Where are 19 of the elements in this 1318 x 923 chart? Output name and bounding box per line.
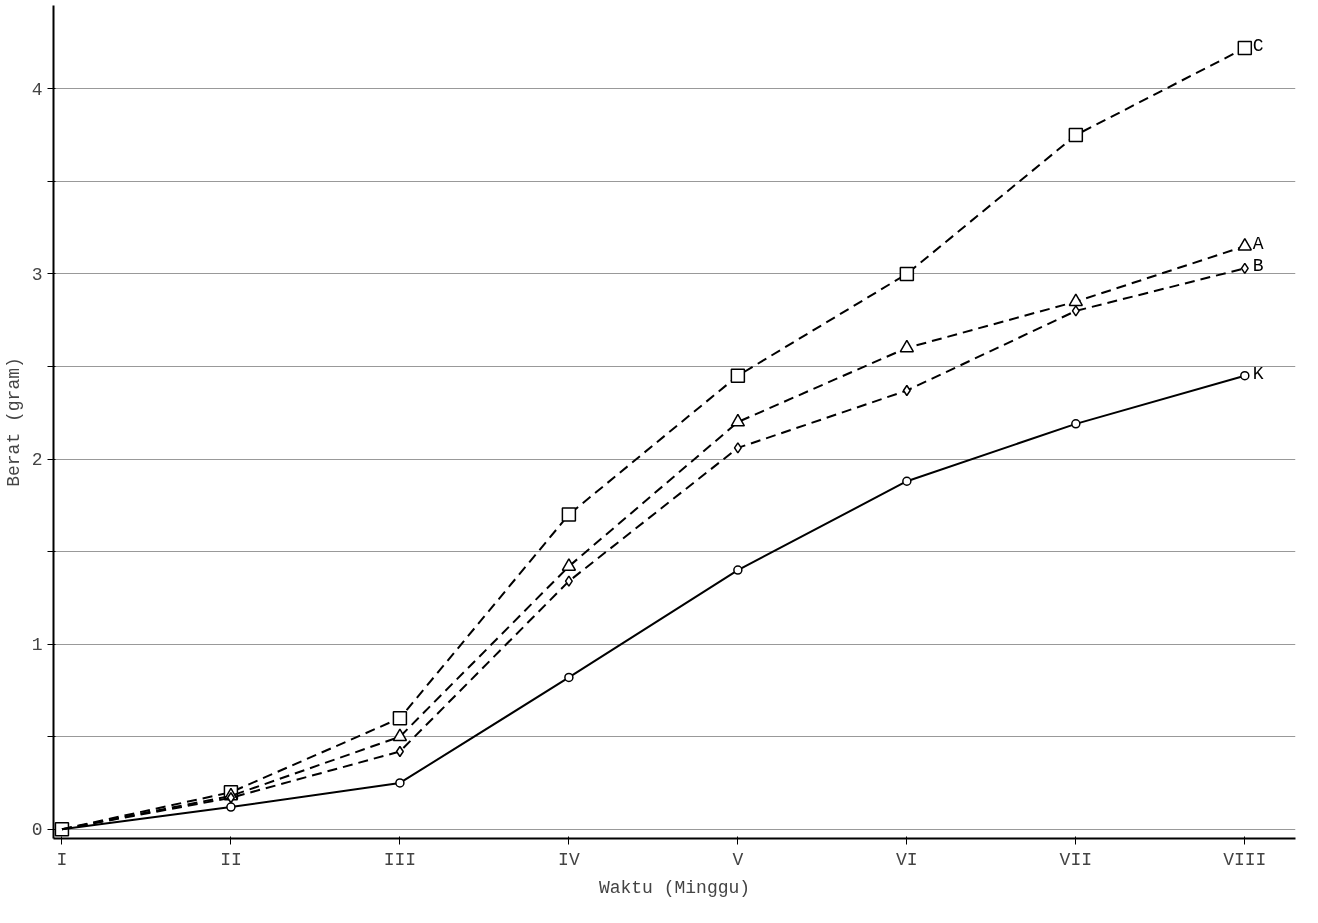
series-label: K <box>1252 363 1264 384</box>
x-axis-title: Waktu (Minggu) <box>598 877 751 898</box>
y-tick-label: 0 <box>31 820 43 841</box>
y-tick-label: 3 <box>31 264 43 285</box>
x-tick-label: V <box>732 849 744 870</box>
y-tick-label: 1 <box>31 635 43 656</box>
x-tick-label: VII <box>1059 849 1093 870</box>
x-tick-label: I <box>56 849 68 870</box>
x-tick-label: II <box>220 849 242 870</box>
series-label: B <box>1252 256 1264 277</box>
x-tick-label: VIII <box>1223 849 1267 870</box>
x-tick-label: VI <box>896 849 918 870</box>
y-axis-title: Berat (gram) <box>3 357 24 487</box>
series-label: C <box>1252 36 1264 57</box>
y-tick-label: 4 <box>31 79 43 100</box>
y-tick-label: 2 <box>31 450 43 471</box>
series-label: A <box>1252 234 1264 255</box>
x-tick-label: IV <box>558 849 580 870</box>
x-tick-label: III <box>383 849 417 870</box>
